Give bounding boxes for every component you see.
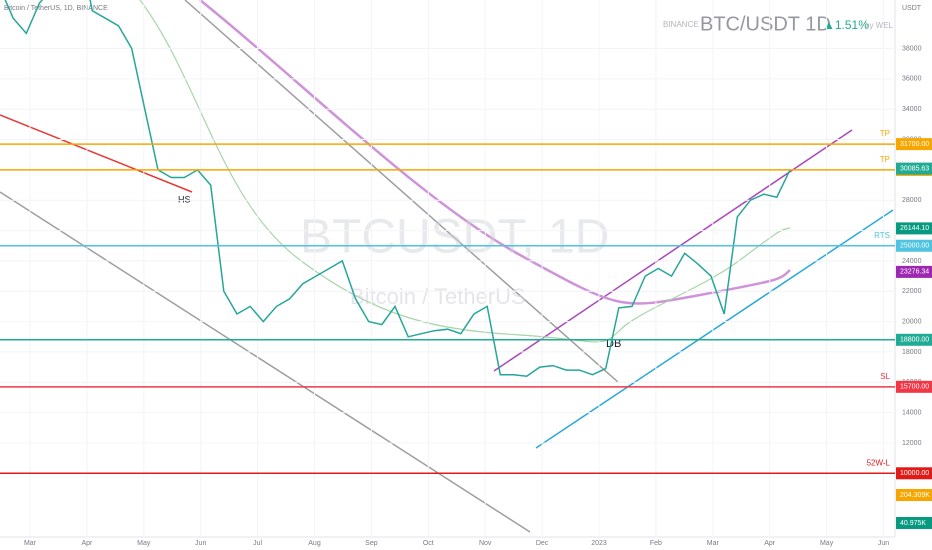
y-tick-label: 24000 [902,258,922,265]
legend: Bitcoin / TetherUS, 1D, BINANCE [4,5,108,12]
price-tag-label: 26144.10 [900,225,929,232]
price-tag-label: 10000.00 [900,470,929,477]
trend-line [0,114,193,193]
author: by WEL [865,21,894,30]
price-tag [896,333,932,346]
volume-tag [896,489,932,501]
x-tick-label: Feb [650,540,662,547]
x-tick-label: Sep [365,540,378,547]
x-tick-label: Apr [764,540,776,547]
price-tag [896,222,932,235]
x-tick-label: Apr [81,540,93,547]
moving-average [199,0,791,305]
moving-average [139,0,791,343]
price-tag-label: 30085.63 [900,165,929,172]
watermark: BTCUSDT, 1D [300,211,609,264]
symbol: BTC/USDT 1D [700,13,831,35]
volume-tag [896,517,932,529]
price-tag-label: 31700.00 [900,141,929,148]
level-tag: RTS [874,231,890,240]
x-tick-label: Oct [423,540,434,547]
y-tick-label: 14000 [902,409,922,416]
y-tick-label: 22000 [902,288,922,295]
x-tick-label: 2023 [591,540,607,547]
price-line [4,0,791,377]
level-tag: 52W-L [867,458,891,467]
watermark: Bitcoin / TetherUS [350,284,526,309]
annotation: HS [178,194,191,204]
price-tag [896,138,932,151]
price-tag [896,265,932,278]
price-tag [896,239,932,252]
price-tag-label: 15700.00 [900,384,929,391]
x-tick-label: Dec [536,540,549,547]
x-tick-label: Aug [308,540,321,547]
y-tick-label: 34000 [902,106,922,113]
level-tag: TP [880,129,890,138]
trend-line [0,191,531,533]
x-tick-label: Mar [24,540,37,547]
x-tick-label: Mar [707,540,720,547]
price-tag [896,380,932,393]
price-tag-label: 18800.00 [900,337,929,344]
x-tick-label: Jul [253,540,262,547]
y-tick-label: 36000 [902,76,922,83]
price-tag-label: 25000.00 [900,243,929,250]
channel-line [535,209,894,449]
price-tag [896,467,932,480]
level-tag: SL [880,372,890,381]
x-tick-label: May [820,540,834,547]
level-tag: TP [880,155,890,164]
y-tick-label: 18000 [902,349,922,356]
drawings [0,0,894,533]
price-tag-label: 23276.34 [900,269,929,276]
x-tick-label: Jun [878,540,889,547]
currency: USDT [902,5,922,12]
x-tick-label: Nov [479,540,492,547]
volume-tag-label: 204.309K [900,492,930,499]
volume-tag-label: 40.975K [900,520,926,527]
change: ▲1.51% [823,18,869,32]
price-tag [896,162,932,175]
y-tick-label: 38000 [902,45,922,52]
exchange: BINANCE [663,20,699,29]
y-tick-label: 28000 [902,197,922,204]
x-tick-label: Jun [195,540,206,547]
y-tick-label: 20000 [902,318,922,325]
y-tick-label: 12000 [902,440,922,447]
x-tick-label: May [137,540,151,547]
